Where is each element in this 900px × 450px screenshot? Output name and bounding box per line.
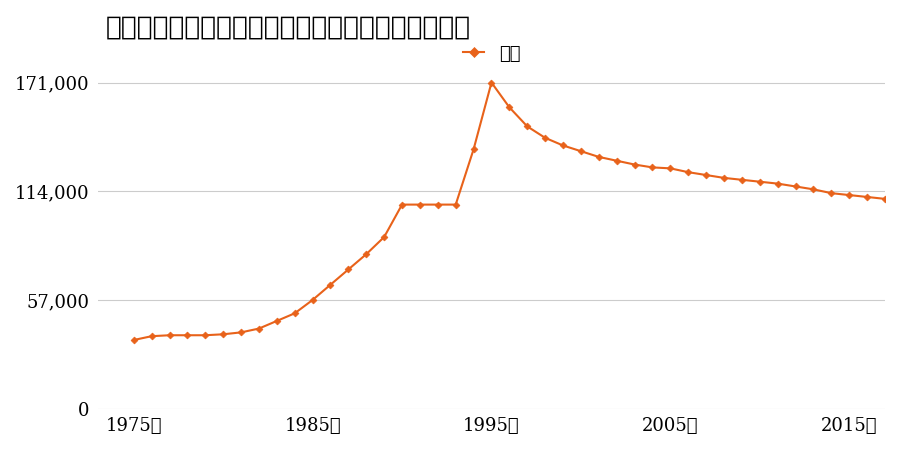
価格 <box>397 202 408 207</box>
価格 <box>754 179 765 184</box>
価格 <box>736 177 747 183</box>
価格 <box>361 252 372 257</box>
価格 <box>718 175 729 180</box>
価格 <box>415 202 426 207</box>
価格 <box>129 338 140 343</box>
価格 <box>629 162 640 167</box>
価格 <box>772 181 783 186</box>
価格 <box>325 282 336 288</box>
価格 <box>182 333 193 338</box>
価格 <box>701 172 712 178</box>
価格 <box>540 135 551 140</box>
Line: 価格: 価格 <box>131 80 887 342</box>
価格 <box>254 326 265 331</box>
価格 <box>218 332 229 337</box>
価格 <box>647 165 658 170</box>
価格 <box>611 158 622 163</box>
価格 <box>486 80 497 85</box>
価格 <box>790 184 801 189</box>
価格 <box>289 310 300 316</box>
価格 <box>879 196 890 202</box>
価格 <box>808 187 819 192</box>
価格 <box>468 147 479 152</box>
Legend: 価格: 価格 <box>455 36 527 71</box>
価格 <box>522 124 533 129</box>
価格 <box>146 333 157 339</box>
価格 <box>575 148 586 154</box>
価格 <box>861 194 872 200</box>
価格 <box>272 318 283 324</box>
Text: 愛知県春日井市二子町２丁目１３番１２の地価推移: 愛知県春日井市二子町２丁目１３番１２の地価推移 <box>106 15 471 40</box>
価格 <box>844 192 855 198</box>
価格 <box>200 333 211 338</box>
価格 <box>307 297 318 303</box>
価格 <box>164 333 175 338</box>
価格 <box>343 267 354 272</box>
価格 <box>683 170 694 175</box>
価格 <box>504 105 515 110</box>
価格 <box>558 143 569 148</box>
価格 <box>665 166 676 171</box>
価格 <box>379 234 390 240</box>
価格 <box>432 202 443 207</box>
価格 <box>593 154 604 160</box>
価格 <box>450 202 461 207</box>
価格 <box>236 330 247 335</box>
価格 <box>826 190 837 196</box>
